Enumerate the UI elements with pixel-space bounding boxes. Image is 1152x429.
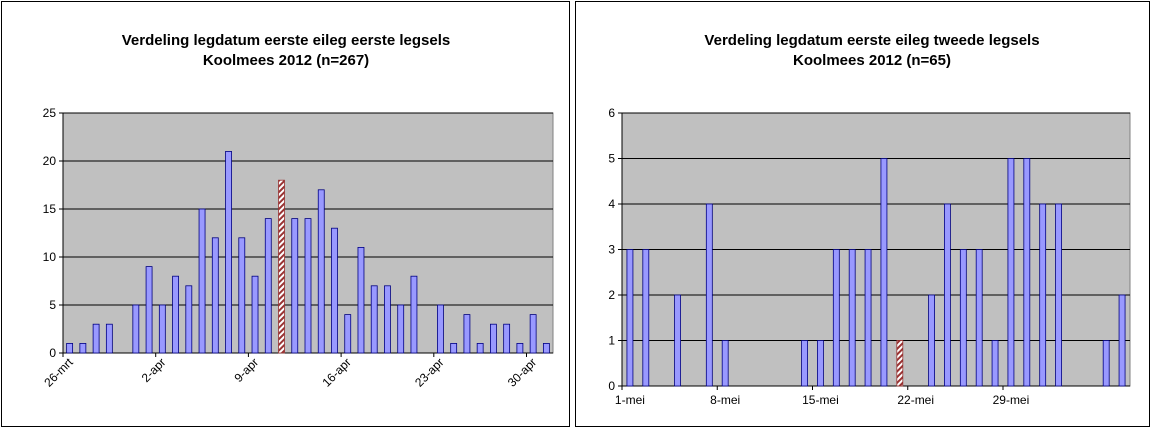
bar — [397, 304, 405, 354]
bar — [450, 342, 458, 354]
bar — [437, 304, 444, 354]
bar — [1055, 203, 1062, 387]
y-tick-label: 10 — [43, 250, 57, 264]
bar — [1102, 340, 1110, 387]
y-tick-label: 6 — [608, 106, 615, 120]
bar — [1007, 158, 1015, 387]
chart-title: Verdeling legdatum eerste eileg tweede l… — [704, 32, 1039, 49]
x-tick-label: 29-mei — [993, 393, 1030, 407]
bar — [145, 266, 153, 354]
bar — [1039, 203, 1047, 387]
y-tick-label: 4 — [608, 197, 615, 211]
bar — [172, 275, 179, 354]
bar — [674, 294, 681, 387]
bar — [278, 179, 285, 354]
x-tick-label: 1-mei — [615, 393, 645, 407]
bar — [721, 340, 729, 387]
x-tick-label: 22-mei — [897, 393, 934, 407]
x-tick-label: 8-mei — [710, 393, 740, 407]
bar — [331, 227, 338, 354]
bar — [642, 249, 650, 387]
bar — [344, 314, 352, 354]
bar — [975, 249, 983, 387]
bar — [384, 285, 391, 354]
y-tick-label: 0 — [49, 346, 56, 360]
bar — [92, 323, 100, 354]
bar — [503, 323, 511, 354]
bar — [516, 342, 524, 354]
bar — [291, 218, 299, 354]
bar — [959, 249, 967, 387]
bar — [476, 342, 484, 354]
x-tick-label: 15-mei — [802, 393, 839, 407]
bar — [238, 237, 246, 354]
chart-title: Verdeling legdatum eerste eileg eerste l… — [122, 32, 450, 49]
bar — [896, 340, 904, 387]
y-tick-label: 25 — [43, 106, 57, 120]
bar — [251, 275, 259, 354]
y-tick-label: 3 — [608, 243, 615, 257]
bar — [105, 323, 113, 354]
bar — [542, 342, 550, 354]
bar — [198, 208, 206, 354]
bar — [848, 249, 856, 387]
bar — [225, 150, 232, 354]
bar — [626, 249, 634, 387]
bar — [991, 340, 999, 387]
y-tick-label: 0 — [608, 379, 615, 393]
bar — [370, 285, 378, 354]
bar — [817, 340, 824, 387]
bar — [66, 342, 74, 354]
bar — [1023, 158, 1031, 387]
bar — [928, 294, 935, 387]
bar — [158, 304, 166, 354]
bar — [529, 314, 537, 354]
bar — [944, 203, 951, 387]
y-tick-label: 5 — [49, 298, 56, 312]
bar — [264, 218, 272, 354]
bar — [801, 340, 808, 387]
bar — [132, 304, 140, 354]
bar — [705, 203, 713, 387]
bar — [864, 249, 872, 387]
bar — [490, 323, 497, 354]
y-tick-label: 2 — [608, 288, 615, 302]
bar — [317, 189, 325, 354]
y-tick-label: 20 — [43, 154, 57, 168]
bar — [410, 275, 418, 354]
bar — [832, 249, 840, 387]
chart-title: Koolmees 2012 (n=65) — [793, 52, 951, 69]
bar — [79, 342, 87, 354]
y-tick-label: 15 — [43, 202, 57, 216]
y-tick-label: 5 — [608, 152, 615, 166]
bar — [463, 314, 471, 354]
chart-title: Koolmees 2012 (n=267) — [203, 52, 369, 69]
bar — [357, 246, 365, 354]
bar — [211, 237, 219, 354]
bar — [880, 158, 888, 387]
y-tick-label: 1 — [608, 334, 615, 348]
bar — [304, 218, 312, 354]
bar — [1118, 294, 1126, 387]
bar — [185, 285, 193, 354]
